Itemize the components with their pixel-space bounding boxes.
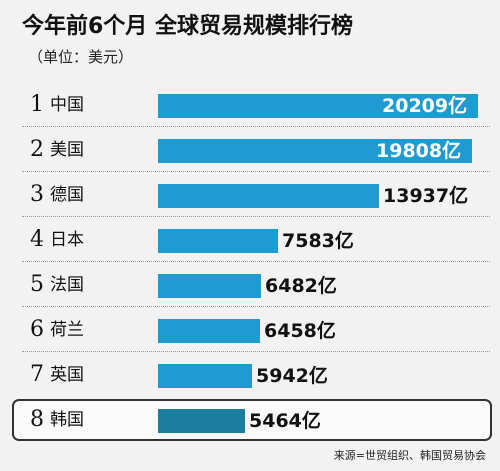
- country-label: 德国: [50, 185, 84, 205]
- country-label: 英国: [50, 365, 84, 385]
- rank-label: 5: [30, 272, 44, 297]
- highlight-box: [12, 399, 492, 441]
- rank-label: 2: [30, 137, 44, 162]
- bar: [158, 364, 252, 388]
- value-label: 19808亿: [376, 140, 462, 162]
- row-separator: [22, 306, 490, 307]
- bar: [158, 319, 260, 343]
- row-separator: [22, 171, 490, 172]
- country-label: 中国: [50, 95, 84, 115]
- chart-source: 来源=世贸组织、韩国贸易协会: [333, 449, 486, 462]
- country-label: 日本: [50, 230, 84, 250]
- country-label: 韩国: [50, 410, 84, 430]
- bar: [158, 139, 472, 163]
- value-label: 13937亿: [383, 185, 469, 207]
- rank-label: 7: [30, 362, 44, 387]
- value-label: 6482亿: [265, 275, 337, 297]
- bar: [158, 94, 478, 118]
- chart-title: 今年前6个月 全球贸易规模排行榜: [22, 14, 353, 39]
- row-separator: [22, 216, 490, 217]
- row-separator: [22, 351, 490, 352]
- chart-subtitle: （单位：美元）: [28, 48, 134, 66]
- bar: [158, 184, 379, 208]
- value-label: 20209亿: [382, 95, 468, 117]
- rank-label: 1: [30, 92, 44, 117]
- value-label: 5464亿: [249, 410, 321, 432]
- value-label: 6458亿: [264, 320, 336, 342]
- rank-label: 3: [30, 182, 44, 207]
- rank-label: 8: [30, 407, 44, 432]
- rank-label: 4: [30, 227, 44, 252]
- row-separator: [22, 126, 490, 127]
- value-label: 7583亿: [282, 230, 354, 252]
- bar: [158, 274, 261, 298]
- rank-label: 6: [30, 317, 44, 342]
- country-label: 美国: [50, 140, 84, 160]
- row-separator: [22, 261, 490, 262]
- bar: [158, 409, 245, 433]
- country-label: 荷兰: [50, 320, 84, 340]
- country-label: 法国: [50, 275, 84, 295]
- value-label: 5942亿: [256, 365, 328, 387]
- bar: [158, 229, 278, 253]
